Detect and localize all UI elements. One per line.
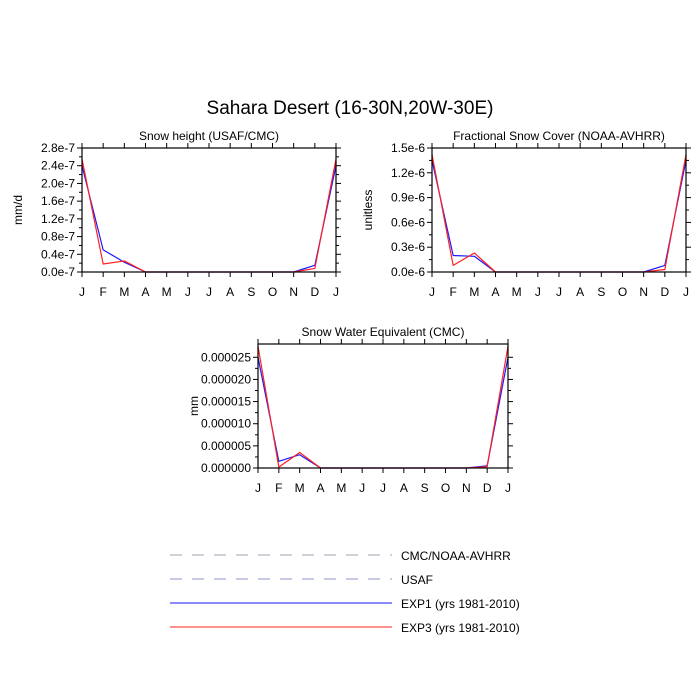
x-tick-label: J (556, 285, 562, 299)
plot-frame (81, 147, 337, 273)
y-tick-label: 1.2e-7 (41, 212, 75, 226)
plot-frame (431, 147, 687, 273)
x-tick-label: M (336, 481, 346, 495)
legend-label: CMC/NOAA-AVHRR (401, 549, 511, 563)
x-tick-label: O (268, 285, 277, 299)
legend-item-exp3-yrs-1981-2010: EXP3 (yrs 1981-2010) (170, 621, 520, 635)
legend-item-cmc-noaa-avhrr: CMC/NOAA-AVHRR (170, 549, 511, 563)
legend-label: EXP1 (yrs 1981-2010) (401, 597, 520, 611)
y-tick-label: 0.8e-7 (41, 230, 75, 244)
y-axis-label: mm/d (11, 195, 25, 225)
legend: CMC/NOAA-AVHRR USAF EXP1 (yrs 1981-2010) EX… (170, 549, 520, 635)
x-tick-label: J (79, 285, 85, 299)
y-tick-label: 0.4e-7 (41, 247, 75, 261)
x-tick-label: J (505, 481, 511, 495)
y-tick-label: 0.000015 (201, 395, 251, 409)
chart-title: Snow height (USAF/CMC) (139, 129, 279, 143)
y-axis-label: unitless (361, 190, 375, 231)
y-tick-label: 0.3e-6 (391, 240, 425, 254)
x-tick-label: F (99, 285, 106, 299)
figure-title: Sahara Desert (16-30N,20W-30E) (207, 98, 494, 119)
x-tick-label: J (683, 285, 689, 299)
x-tick-label: A (226, 285, 234, 299)
chart-title: Snow Water Equivalent (CMC) (302, 325, 465, 339)
y-tick-label: 1.6e-7 (41, 194, 75, 208)
chart-title: Fractional Snow Cover (NOAA-AVHRR) (453, 129, 665, 143)
plot-frame (257, 343, 509, 469)
x-tick-label: M (512, 285, 522, 299)
y-tick-label: 1.2e-6 (391, 166, 425, 180)
x-tick-label: M (119, 285, 129, 299)
x-tick-label: A (491, 285, 499, 299)
x-tick-label: J (255, 481, 261, 495)
series-line-exp1-yrs-1981-2010 (257, 357, 509, 469)
y-tick-label: 0.9e-6 (391, 191, 425, 205)
x-tick-label: N (462, 481, 471, 495)
x-tick-label: J (333, 285, 339, 299)
y-tick-label: 2.4e-7 (41, 159, 75, 173)
x-tick-label: J (429, 285, 435, 299)
chart-panel-2: Fractional Snow Cover (NOAA-AVHRR) unitle… (361, 129, 691, 299)
x-tick-label: O (441, 481, 450, 495)
series-line-exp3-yrs-1981-2010 (257, 346, 509, 469)
x-tick-label: S (421, 481, 429, 495)
y-tick-label: 0.000005 (201, 439, 251, 453)
x-tick-label: A (576, 285, 584, 299)
series-line-exp1-yrs-1981-2010 (81, 165, 337, 273)
y-tick-label: 0.000010 (201, 417, 251, 431)
chart-panels: Snow height (USAF/CMC) mm/d 0.0e-7 0.4e-7 0.… (11, 129, 691, 495)
x-tick-label: A (400, 481, 408, 495)
x-tick-label: J (206, 285, 212, 299)
x-tick-label: F (449, 285, 456, 299)
x-tick-label: A (316, 481, 324, 495)
x-tick-label: A (141, 285, 149, 299)
x-tick-label: D (660, 285, 669, 299)
y-tick-label: 0.000020 (201, 372, 251, 386)
y-axis-label: mm (187, 396, 201, 416)
x-tick-label: M (295, 481, 305, 495)
y-tick-label: 1.5e-6 (391, 141, 425, 155)
y-tick-label: 0.000000 (201, 461, 251, 475)
x-tick-label: F (275, 481, 282, 495)
x-tick-label: S (247, 285, 255, 299)
x-tick-label: D (310, 285, 319, 299)
series-line-exp3-yrs-1981-2010 (81, 158, 337, 273)
y-tick-label: 0.0e-7 (41, 265, 75, 279)
y-tick-label: 0.6e-6 (391, 215, 425, 229)
legend-label: EXP3 (yrs 1981-2010) (401, 621, 520, 635)
legend-item-usaf: USAF (170, 573, 433, 587)
x-tick-label: N (289, 285, 298, 299)
x-tick-label: M (469, 285, 479, 299)
x-tick-label: J (535, 285, 541, 299)
x-tick-label: N (639, 285, 648, 299)
legend-label: USAF (401, 573, 433, 587)
y-tick-label: 2.0e-7 (41, 176, 75, 190)
x-tick-label: J (359, 481, 365, 495)
legend-item-exp1-yrs-1981-2010: EXP1 (yrs 1981-2010) (170, 597, 520, 611)
chart-panel-3: Snow Water Equivalent (CMC) mm 0.000000 0.0… (187, 325, 513, 495)
x-tick-label: D (483, 481, 492, 495)
x-tick-label: M (162, 285, 172, 299)
x-tick-label: J (380, 481, 386, 495)
y-tick-label: 2.8e-7 (41, 141, 75, 155)
chart-panel-1: Snow height (USAF/CMC) mm/d 0.0e-7 0.4e-7 0.… (11, 129, 341, 299)
x-tick-label: S (597, 285, 605, 299)
x-tick-label: J (185, 285, 191, 299)
series-line-exp3-yrs-1981-2010 (431, 154, 687, 273)
y-tick-label: 0.000025 (201, 350, 251, 364)
y-tick-label: 0.0e-6 (391, 265, 425, 279)
x-tick-label: O (618, 285, 627, 299)
